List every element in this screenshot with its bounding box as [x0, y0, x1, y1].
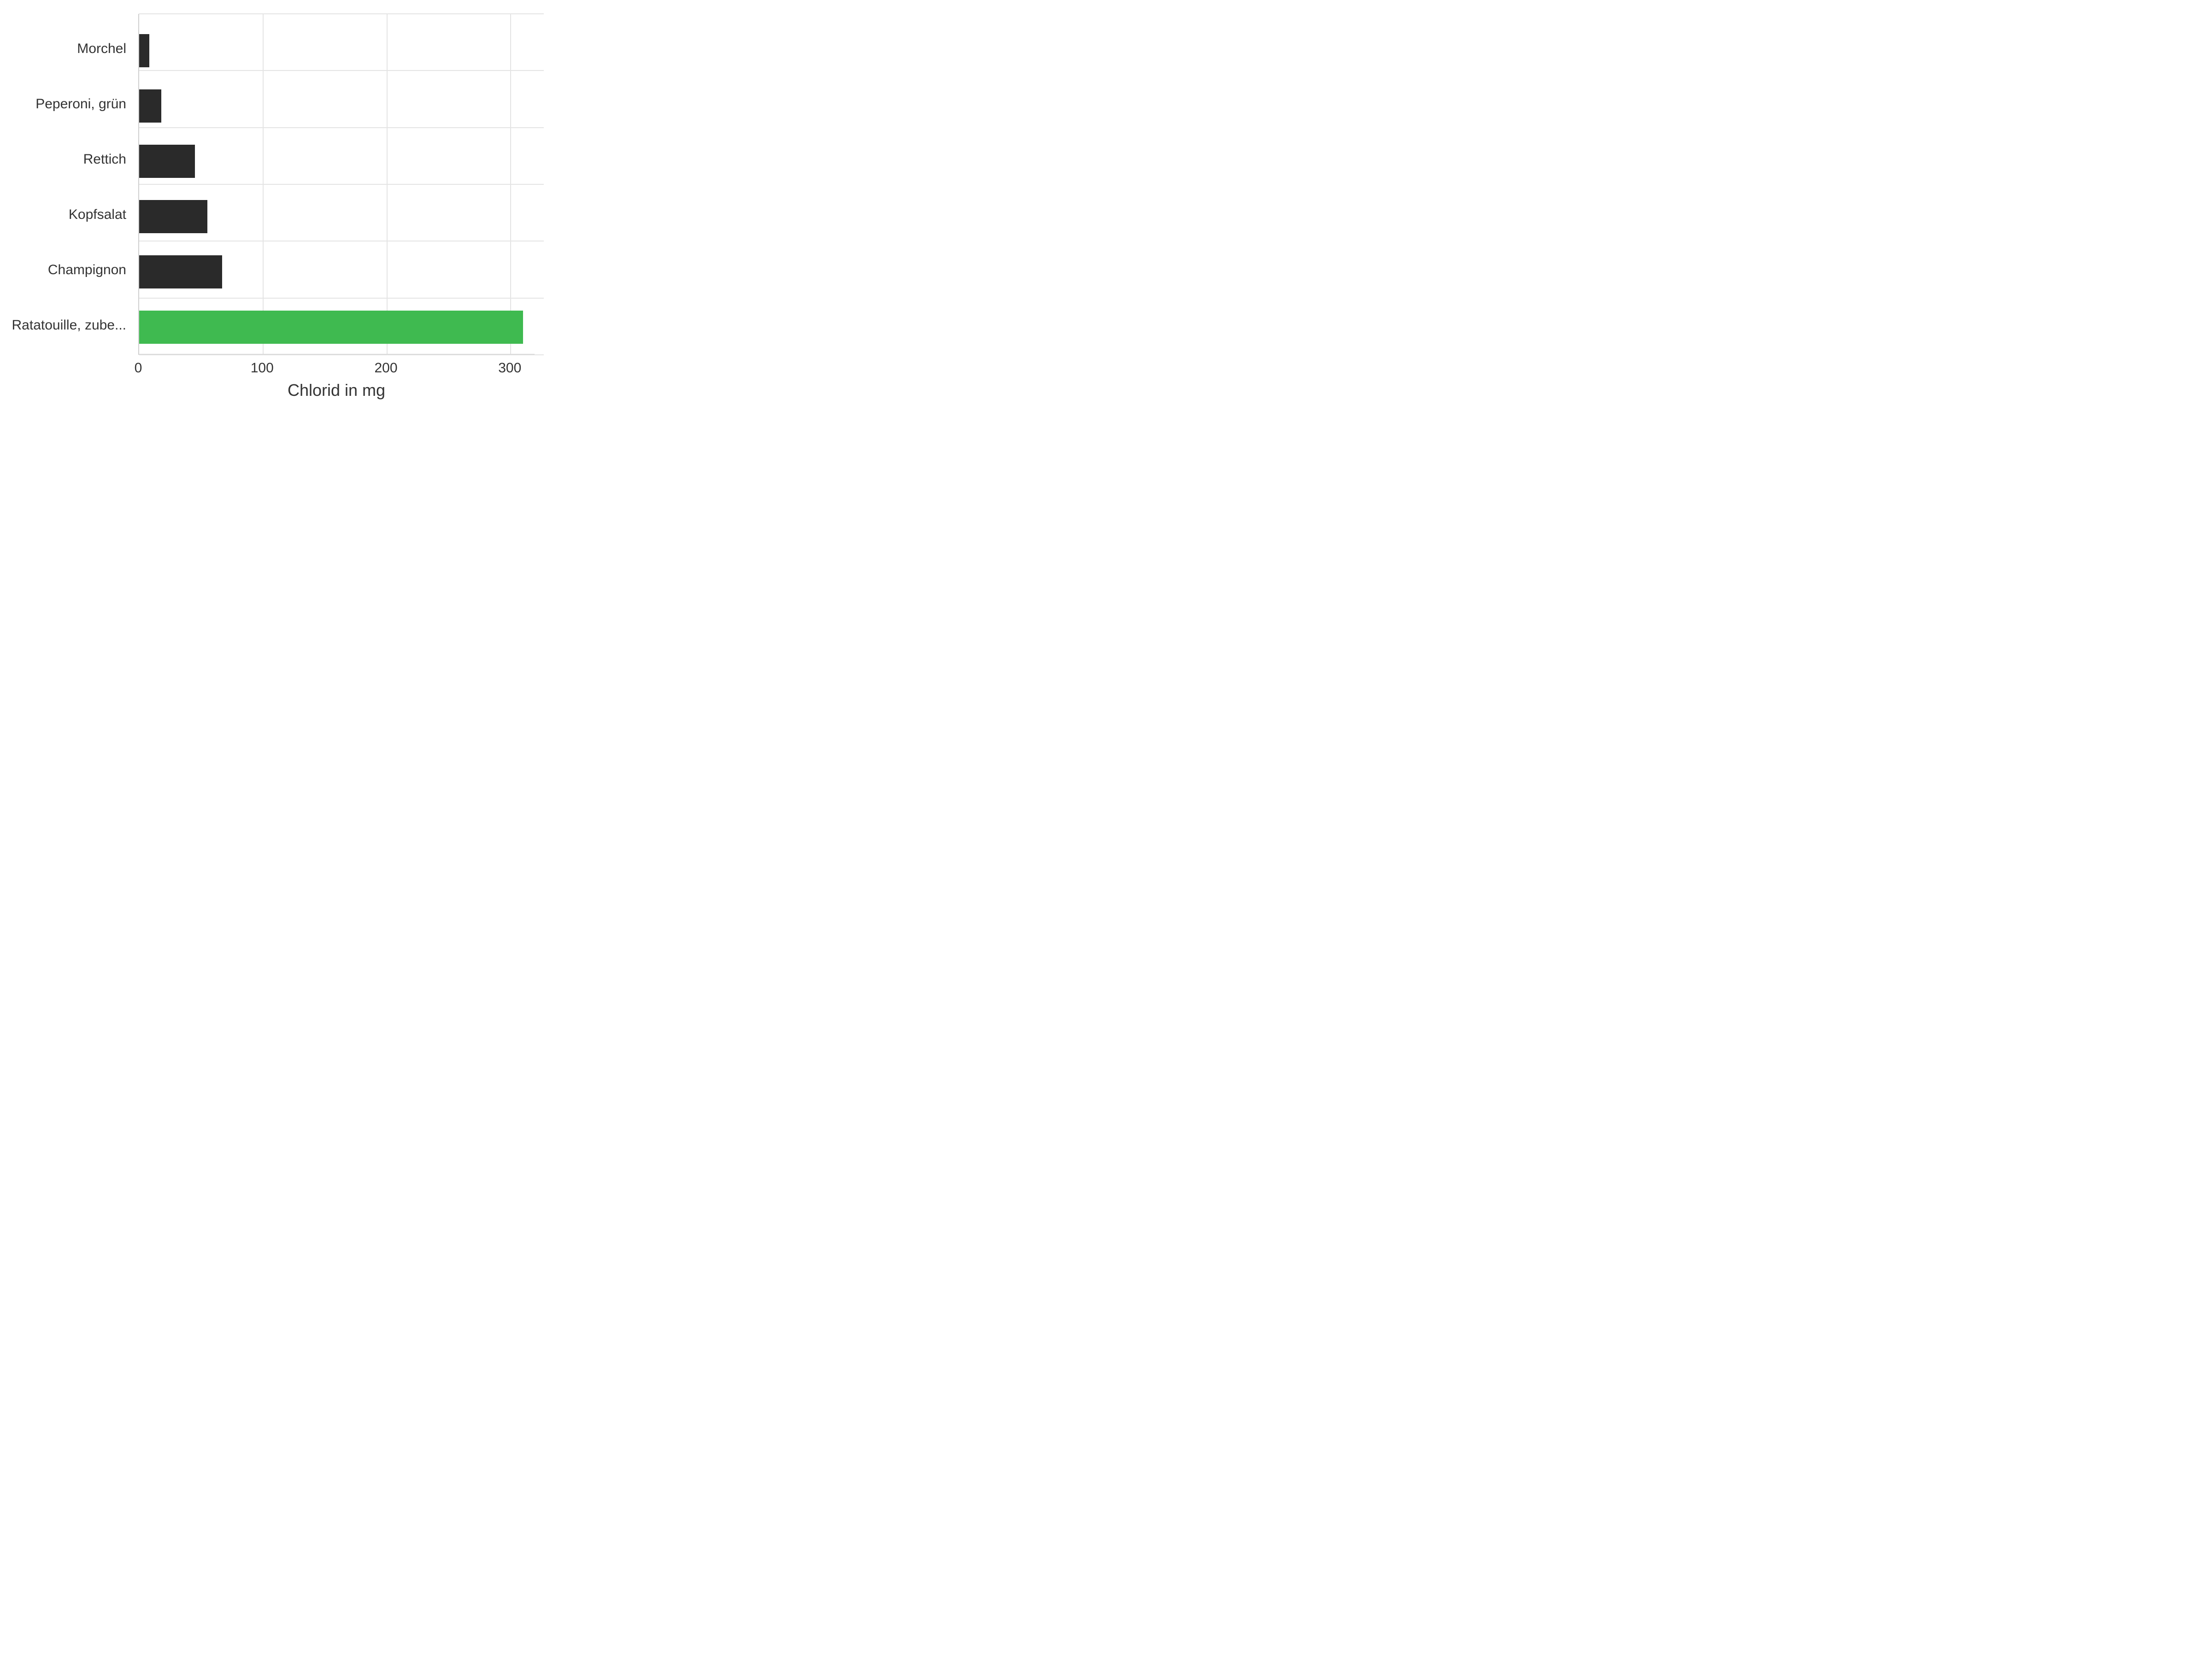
- bar: [139, 200, 207, 233]
- plot-area: [138, 14, 535, 355]
- x-axis-title: Chlorid in mg: [288, 381, 385, 400]
- y-category-label: Morchel: [0, 41, 126, 57]
- y-category-label: Ratatouille, zube...: [0, 318, 126, 333]
- x-tick-label: 300: [498, 360, 521, 376]
- grid-horizontal: [139, 298, 544, 299]
- bar: [139, 34, 149, 67]
- y-category-label: Champignon: [0, 262, 126, 278]
- x-tick-label: 200: [374, 360, 397, 376]
- grid-horizontal: [139, 70, 544, 71]
- chlorid-bar-chart: Chlorid in mg 0 100 200 300 Morchel Peperoni,…: [0, 0, 553, 415]
- x-tick-label: 100: [251, 360, 274, 376]
- grid-horizontal: [139, 184, 544, 185]
- bar: [139, 145, 195, 178]
- grid-horizontal: [139, 127, 544, 128]
- grid-horizontal: [139, 354, 544, 355]
- bar: [139, 89, 161, 123]
- bar: [139, 311, 523, 344]
- y-category-label: Kopfsalat: [0, 207, 126, 223]
- grid-horizontal: [139, 13, 544, 14]
- x-tick-label: 0: [135, 360, 142, 376]
- y-category-label: Peperoni, grün: [0, 96, 126, 112]
- bar: [139, 255, 222, 288]
- y-category-label: Rettich: [0, 152, 126, 167]
